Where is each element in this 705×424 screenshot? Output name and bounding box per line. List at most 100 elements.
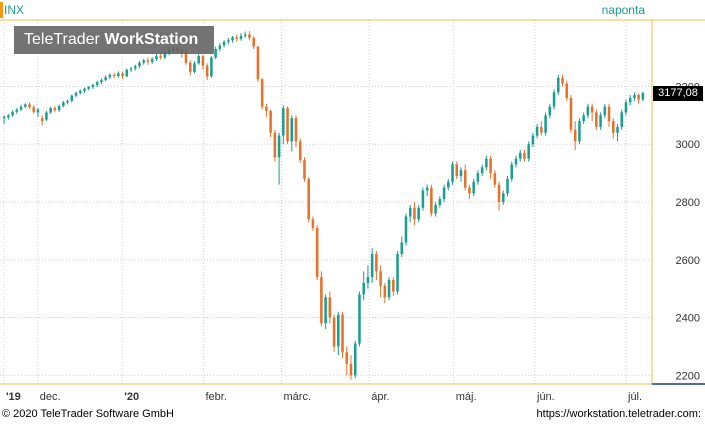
candle-up: [548, 106, 552, 116]
candle-up: [599, 115, 602, 127]
candle-down: [612, 121, 615, 133]
candle-down: [298, 141, 302, 161]
candle-up: [480, 167, 484, 174]
candle-down: [540, 126, 543, 133]
candle-up: [552, 92, 556, 107]
candle-up: [624, 102, 628, 113]
candle-up: [557, 77, 560, 93]
y-tick-label: 2600: [676, 255, 700, 267]
price-chart: 220024002600280030003200 '19dec.'20febr.…: [0, 19, 705, 403]
candle-down: [265, 106, 268, 111]
candle-up: [510, 164, 514, 179]
candle-up: [502, 193, 505, 202]
candle-down: [523, 152, 526, 159]
candle-up: [108, 74, 112, 78]
candle-up: [370, 254, 374, 278]
candle-up: [324, 297, 327, 324]
candle-down: [332, 317, 336, 347]
footer: © 2020 TeleTrader Software GmbH https://…: [0, 406, 705, 424]
symbol-label: INX: [4, 3, 25, 17]
candle-up: [442, 187, 446, 200]
candle-up: [197, 56, 200, 64]
candle-up: [91, 85, 95, 88]
last-price-label: 3177,08: [653, 86, 703, 102]
candle-up: [133, 66, 137, 69]
candle-down: [256, 46, 260, 80]
candle-up: [193, 63, 196, 72]
candle-up: [459, 170, 463, 176]
candle-up: [434, 204, 437, 214]
candle-up: [425, 187, 429, 191]
x-tick-label: júl.: [627, 391, 642, 403]
candle-up: [628, 98, 632, 103]
candle-up: [104, 77, 107, 81]
candle-up: [362, 282, 365, 295]
candle-down: [28, 104, 31, 108]
candle-down: [188, 62, 192, 72]
candle-up: [290, 118, 294, 142]
x-tick-label: '20: [124, 391, 139, 403]
y-tick-label: 2800: [676, 197, 700, 209]
candle-up: [45, 112, 48, 120]
y-tick-label: 3000: [676, 139, 700, 151]
candle-down: [184, 52, 188, 63]
candle-down: [235, 37, 239, 39]
candle-up: [62, 102, 65, 107]
candle-up: [78, 90, 82, 93]
candle-down: [53, 108, 57, 111]
candle-up: [129, 68, 133, 70]
candle-up: [70, 95, 74, 101]
candle-up: [417, 207, 420, 220]
candle-down: [637, 95, 640, 100]
candle-down: [595, 112, 598, 127]
candle-down: [430, 187, 433, 214]
candle-up: [7, 115, 10, 118]
candle-down: [379, 271, 382, 286]
x-tick-label: ápr.: [371, 391, 389, 403]
x-tick-label: máj.: [456, 391, 477, 403]
candle-up: [227, 40, 230, 42]
x-tick-label: dec.: [40, 391, 61, 403]
candle-down: [489, 158, 492, 174]
candle-down: [573, 129, 577, 142]
candle-down: [341, 314, 344, 353]
candle-up: [438, 199, 442, 205]
candle-up: [400, 242, 404, 254]
candle-up: [210, 57, 213, 77]
x-tick-label: márc.: [284, 391, 312, 403]
watermark: TeleTrader WorkStation: [14, 26, 214, 54]
candle-down: [307, 178, 310, 220]
candle-down: [345, 352, 349, 364]
candle-down: [260, 79, 264, 107]
watermark-bold: WorkStation: [104, 31, 199, 48]
symbol-marker: [0, 2, 3, 18]
candle-down: [565, 83, 569, 98]
candle-up: [19, 106, 23, 110]
candle-up: [277, 135, 281, 158]
candle-up: [578, 121, 581, 142]
candle-down: [455, 164, 459, 176]
candle-up: [366, 277, 370, 283]
candle-up: [353, 343, 357, 376]
x-tick-label: '19: [6, 391, 21, 403]
candle-down: [286, 108, 289, 142]
candle-down: [468, 187, 471, 194]
candle-down: [146, 60, 150, 62]
candle-up: [11, 111, 14, 116]
y-tick-label: 2400: [676, 313, 700, 325]
candle-up: [23, 104, 27, 107]
candle-up: [218, 45, 222, 49]
candle-down: [201, 56, 205, 66]
candle-up: [527, 144, 530, 159]
candle-up: [485, 158, 488, 168]
candle-up: [633, 95, 636, 98]
candle-down: [383, 285, 387, 298]
source-url[interactable]: https://workstation.teletrader.com:: [536, 408, 701, 420]
candle-down: [252, 37, 255, 47]
period-label[interactable]: naponta: [601, 3, 645, 17]
candle-up: [358, 294, 361, 344]
candle-down: [590, 106, 594, 113]
watermark-regular: TeleTrader: [24, 31, 105, 48]
candle-up: [239, 35, 243, 39]
candle-down: [159, 56, 162, 58]
